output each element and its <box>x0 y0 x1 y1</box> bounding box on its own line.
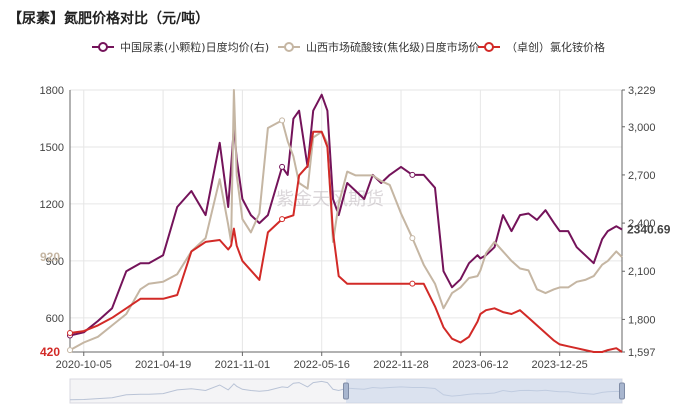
series-line-2 <box>69 130 623 353</box>
y-right-tick-label: 1,800 <box>628 314 656 326</box>
x-tick-label: 2021-04-19 <box>135 359 191 371</box>
y-left-tick-label: 600 <box>46 313 64 325</box>
x-tick-label: 2022-05-16 <box>294 359 350 371</box>
y-right-tick-label: 3,229 <box>628 85 656 97</box>
chart-title: 【尿素】氮肥价格对比（元/吨） <box>8 11 210 27</box>
x-tick-label: 2020-10-05 <box>56 359 112 371</box>
scroller-handle[interactable] <box>619 382 625 400</box>
x-tick-label: 2021-11-01 <box>215 359 270 371</box>
legend-label[interactable]: 中国尿素(小颗粒)日度均价(右) <box>120 40 269 54</box>
series-line-1 <box>69 89 623 351</box>
series-point-2 <box>279 216 286 223</box>
series-point-1 <box>67 347 73 354</box>
badges-layer: 920 420 2340.69 <box>40 223 671 359</box>
left-axis-value-badge: 420 <box>40 345 60 359</box>
x-tick-label: 2023-12-25 <box>532 359 588 371</box>
series-point-0 <box>409 171 416 178</box>
legend[interactable]: 中国尿素(小颗粒)日度均价(右) 山西市场硫酸铵(焦化级)日度市场价 （卓创）氯化铵… <box>92 40 605 54</box>
y-left-tick-label: 900 <box>46 256 64 268</box>
scroller-selected-range[interactable] <box>346 379 622 403</box>
legend-swatch-marker[interactable] <box>484 42 494 52</box>
y-right-tick-label: 3,000 <box>628 122 656 134</box>
x-tick-label: 2023-06-12 <box>452 359 508 371</box>
left-axis-value-badge: 920 <box>40 250 60 264</box>
legend-label[interactable]: （卓创）氯化铵价格 <box>506 40 605 54</box>
legend-swatch-marker[interactable] <box>98 42 108 52</box>
scroller-handle[interactable] <box>343 382 349 400</box>
series-layer <box>67 89 623 354</box>
series-line-0 <box>69 93 623 337</box>
x-tick-label: 2022-11-28 <box>373 359 428 371</box>
y-left-tick-label: 1200 <box>40 199 64 211</box>
grid-lines <box>70 89 622 352</box>
right-axis-last-value-label: 2340.69 <box>627 223 671 237</box>
time-range-scroller[interactable] <box>69 378 625 404</box>
y-right-tick-label: 2,100 <box>628 266 656 278</box>
ticks-layer: 600 900 1200 1500 1800 1,597 1,800 2,100 2,400 2,… <box>40 85 656 371</box>
y-right-tick-label: 2,700 <box>628 170 656 182</box>
y-right-tick-label: 1,597 <box>628 347 656 359</box>
y-left-tick-label: 1500 <box>40 142 64 154</box>
series-point-0 <box>279 163 286 170</box>
series-point-1 <box>279 117 286 124</box>
legend-label[interactable]: 山西市场硫酸铵(焦化级)日度市场价 <box>306 40 480 54</box>
y-left-tick-label: 1800 <box>40 85 64 97</box>
series-point-2 <box>409 280 416 287</box>
series-point-2 <box>67 330 73 337</box>
series-point-1 <box>409 235 416 242</box>
y-right-tick-label: 2,400 <box>628 218 656 230</box>
legend-swatch-marker[interactable] <box>284 42 294 52</box>
